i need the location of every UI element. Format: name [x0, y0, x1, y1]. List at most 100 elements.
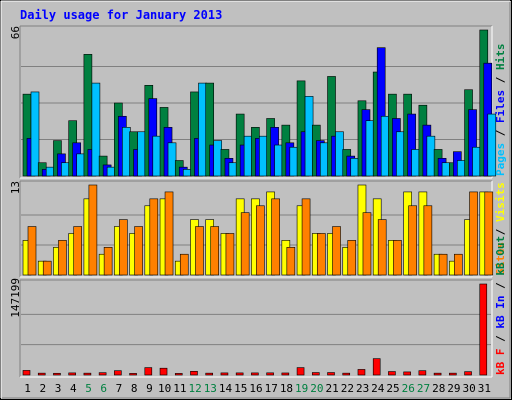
bar-pages-day-6	[106, 166, 116, 177]
bar-kb-f-day-20	[311, 372, 320, 376]
bar-pages-day-28	[441, 162, 451, 177]
bar-kb-f-day-3	[53, 372, 61, 376]
bar-pages-day-15	[243, 135, 253, 177]
bar-sites-day-6	[103, 247, 113, 276]
day-label-17: 17	[265, 382, 278, 395]
bar-pages-day-2	[45, 166, 55, 177]
bar-sites-day-7	[119, 219, 128, 276]
day-label-13: 13	[204, 382, 217, 395]
bar-pages-day-18	[289, 146, 299, 177]
day-label-6: 6	[100, 382, 107, 395]
bar-kb-f-day-1	[22, 370, 31, 376]
bar-kb-f-day-18	[281, 372, 290, 376]
bar-pages-day-21	[335, 131, 344, 177]
panel-kbytes	[19, 279, 493, 378]
bar-sites-day-20	[316, 233, 326, 276]
bar-pages-day-7	[122, 127, 131, 177]
bar-sites-day-22	[347, 240, 357, 276]
bar-sites-day-26	[408, 205, 417, 276]
legend-entry-kb-out: kB Out	[494, 236, 507, 276]
bar-pages-day-1	[30, 91, 40, 177]
bar-sites-day-16	[256, 205, 265, 276]
bar-sites-day-28	[438, 253, 448, 276]
day-label-24: 24	[371, 382, 385, 395]
day-label-26: 26	[402, 382, 415, 395]
bar-kb-f-day-11	[174, 373, 183, 376]
bar-sites-day-31	[484, 191, 494, 276]
bar-kb-f-day-6	[98, 372, 107, 376]
bar-pages-day-3	[61, 162, 70, 177]
bar-kb-f-day-19	[296, 367, 305, 376]
day-label-19: 19	[295, 382, 308, 395]
legend-entry-hits: Hits	[494, 44, 507, 71]
bar-kb-f-day-24	[372, 358, 381, 376]
legend-kbytes: kB F / kB In / kB Out	[494, 236, 507, 375]
bar-kb-f-day-22	[342, 372, 351, 376]
bar-pages-day-31	[487, 113, 497, 177]
bar-sites-day-9	[149, 198, 159, 276]
bar-sites-day-21	[332, 226, 341, 276]
bar-sites-day-14	[225, 233, 235, 276]
day-label-15: 15	[234, 382, 247, 395]
day-label-27: 27	[417, 382, 430, 395]
bar-sites-day-11	[179, 253, 189, 276]
day-label-12: 12	[188, 382, 201, 395]
legend-separator: /	[494, 222, 507, 242]
legend-entry-kb-in: kB In	[494, 296, 507, 329]
bar-pages-day-30	[472, 146, 481, 177]
day-label-21: 21	[326, 382, 339, 395]
max-label-visits: 13	[9, 181, 22, 194]
day-label-31: 31	[478, 382, 491, 395]
day-label-28: 28	[432, 382, 445, 395]
bar-sites-day-17	[271, 198, 280, 276]
day-label-29: 29	[447, 382, 460, 395]
day-label-23: 23	[356, 382, 369, 395]
bar-sites-day-18	[286, 247, 296, 276]
bar-kb-f-day-30	[464, 371, 472, 376]
legend-entry-sites: Sites	[494, 242, 507, 275]
chart-title: Daily usage for January 2013	[20, 8, 222, 22]
bar-pages-day-17	[274, 144, 283, 177]
bar-pages-day-26	[411, 149, 420, 177]
bar-pages-day-29	[457, 160, 466, 177]
panel-visits-sites	[19, 180, 494, 278]
max-label-kbytes: 147199	[9, 278, 22, 318]
day-label-7: 7	[116, 382, 123, 395]
panel-hits-files-pages	[19, 25, 497, 179]
bar-kb-f-day-13	[205, 372, 214, 376]
day-label-14: 14	[219, 382, 233, 395]
day-label-4: 4	[70, 382, 77, 395]
bar-kb-f-day-23	[357, 369, 366, 376]
day-label-20: 20	[310, 382, 323, 395]
bar-sites-day-25	[393, 240, 402, 276]
bar-pages-day-16	[259, 135, 268, 177]
bar-kb-f-day-27	[418, 370, 427, 376]
bar-pages-day-11	[182, 169, 192, 177]
day-label-10: 10	[158, 382, 171, 395]
day-label-25: 25	[386, 382, 399, 395]
bar-pages-day-14	[228, 162, 238, 177]
legend-entry-pages: Pages	[494, 143, 507, 176]
bar-kb-f-day-9	[144, 367, 153, 376]
legend-entry-files: Files	[494, 90, 507, 123]
legend-separator: /	[494, 329, 507, 349]
bar-pages-day-27	[426, 135, 436, 177]
legend-text: kB F / kB In / kB Out	[494, 236, 507, 375]
panel-bg	[20, 280, 492, 377]
bar-pages-day-8	[137, 131, 146, 177]
day-label-9: 9	[146, 382, 153, 395]
bar-pages-day-5	[91, 82, 101, 177]
bar-sites-day-2	[42, 260, 52, 276]
bar-sites-day-8	[134, 226, 143, 276]
day-labels-group: 1 2 3 4 5 6 7 8 9 10 11 12 13 14 15 16 17 18 19 20 21 22 23 24 2…	[24, 382, 491, 395]
bar-pages-day-20	[319, 142, 329, 177]
legend-separator: /	[494, 276, 507, 296]
bar-kb-f-day-12	[190, 370, 198, 376]
legend-entry-kb-f: kB F	[494, 349, 507, 376]
bar-kb-f-day-14	[220, 372, 229, 376]
day-label-1: 1	[24, 382, 31, 395]
bar-kb-f-day-8	[129, 373, 137, 376]
legend-entry-visits: Visits	[494, 182, 507, 222]
